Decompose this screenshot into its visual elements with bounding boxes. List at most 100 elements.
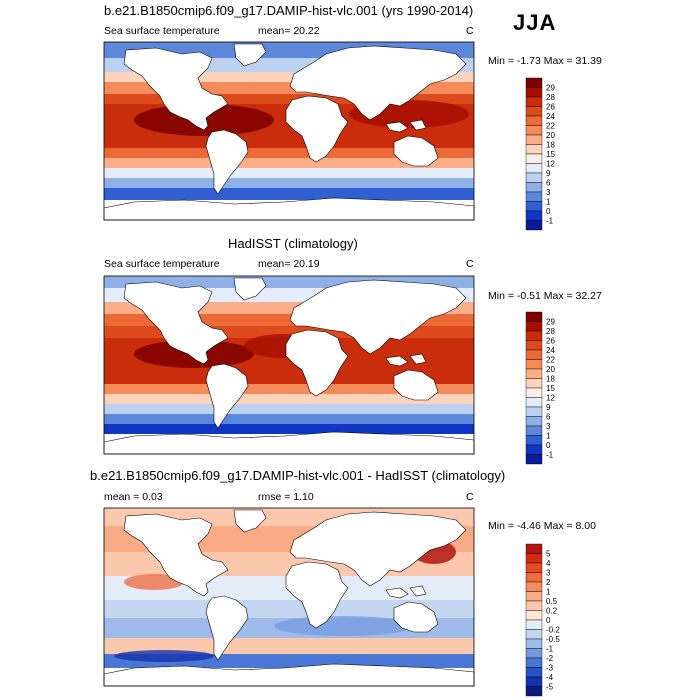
colorbar-swatch [525,191,543,202]
panel-2-map [103,275,475,455]
panel-3-units: C [466,491,474,503]
colorbar-tick-label: -2 [546,654,554,663]
colorbar-tick-label: 0.5 [546,597,558,606]
colorbar-swatch [525,629,543,640]
colorbar-tick-label: 6 [546,413,551,422]
colorbar-swatch [525,397,543,408]
panel-1-minmax: Min = -1.73 Max = 31.39 [488,55,602,67]
panel-3-map [103,507,475,687]
colorbar-tick-label: 2 [546,578,551,587]
panel-1-variable: Sea surface temperature [104,25,220,37]
colorbar-tick-label: 9 [546,403,551,412]
panel-2-title: HadISST (climatology) [228,236,358,251]
colorbar-swatch [525,581,543,592]
colorbar-swatch [525,387,543,398]
colorbar-swatch [525,406,543,417]
colorbar-swatch [525,349,543,360]
colorbar-swatch [525,572,543,583]
panel-3-minmax: Min = -4.46 Max = 8.00 [488,520,596,532]
colorbar-swatch [525,125,543,136]
colorbar-tick-label: 1 [546,588,551,597]
panel-1-units: C [466,25,474,37]
colorbar-swatch [525,657,543,668]
colorbar-swatch [525,562,543,573]
colorbar-swatch [525,96,543,107]
colorbar-tick-label: 0 [546,207,551,216]
colorbar-swatch [525,106,543,117]
colorbar-swatch [525,378,543,389]
panel-3-mean: mean = 0.03 [104,491,163,503]
panel-2-mean: mean= 20.19 [258,258,320,270]
colorbar-swatch [525,648,543,659]
colorbar-swatch [525,444,543,455]
colorbar-swatch [525,368,543,379]
colorbar-swatch [525,543,543,554]
colorbar-tick-label: 24 [546,112,555,121]
colorbar-tick-label: -3 [546,664,554,673]
colorbar-swatch [525,638,543,649]
panel-2-minmax: Min = -0.51 Max = 32.27 [488,290,602,302]
colorbar-swatch [525,201,543,212]
panel-2-variable: Sea surface temperature [104,258,220,270]
colorbar-tick-label: 26 [546,103,555,112]
panel-1-title: b.e21.B1850cmip6.f09_g17.DAMIP-hist-vlc.… [104,3,474,18]
colorbar-tick-label: 3 [546,569,551,578]
colorbar-swatch [525,330,543,341]
colorbar-swatch [525,667,543,678]
panel-2-units: C [466,258,474,270]
colorbar-tick-label: -1 [546,217,554,226]
colorbar-tick-label: 26 [546,337,555,346]
colorbar-tick-label: 28 [546,93,555,102]
colorbar-swatch [525,144,543,155]
colorbar-swatch [525,425,543,436]
colorbar-tick-label: 6 [546,179,551,188]
colorbar-tick-label: -0.5 [546,635,560,644]
colorbar-swatch [525,77,543,88]
colorbar-tick-label: 1 [546,432,551,441]
colorbar-swatch [525,311,543,322]
colorbar-swatch [525,163,543,174]
colorbar-tick-label: 20 [546,365,555,374]
colorbar-tick-label: 28 [546,327,555,336]
colorbar-tick-label: 0 [546,441,551,450]
colorbar-tick-label: 3 [546,422,551,431]
panel-3-rmse: rmse = 1.10 [258,491,314,503]
colorbar-swatch [525,172,543,183]
colorbar-swatch [525,591,543,602]
colorbar-tick-label: 29 [546,84,555,93]
colorbar-tick-label: 1 [546,198,551,207]
colorbar-swatch [525,115,543,126]
colorbar-tick-label: 18 [546,375,555,384]
colorbar-swatch [525,686,543,697]
colorbar-swatch [525,321,543,332]
colorbar-tick-label: 15 [546,384,555,393]
colorbar-swatch [525,435,543,446]
colorbar-tick-label: -5 [546,683,554,692]
colorbar-tick-label: 24 [546,346,555,355]
colorbar-swatch [525,610,543,621]
colorbar-tick-label: 0.2 [546,607,558,616]
colorbar-tick-label: 12 [546,160,555,169]
colorbar-tick-label: 18 [546,141,555,150]
panel-1-map [103,41,475,221]
colorbar-tick-label: 0 [546,616,551,625]
colorbar-tick-label: 12 [546,394,555,403]
colorbar-swatch [525,553,543,564]
colorbar-tick-label: 20 [546,131,555,140]
colorbar-swatch [525,454,543,465]
season-label: JJA [513,10,557,35]
colorbar-tick-label: 5 [546,550,551,559]
colorbar-swatch [525,359,543,370]
colorbar-tick-label: 22 [546,122,555,131]
colorbar-swatch [525,220,543,231]
colorbar-swatch [525,87,543,98]
colorbar-tick-label: 3 [546,188,551,197]
panel-1-mean: mean= 20.22 [258,25,320,37]
colorbar-tick-label: -4 [546,673,554,682]
colorbar-swatch [525,619,543,630]
colorbar-tick-label: -1 [546,645,554,654]
colorbar-swatch [525,210,543,221]
